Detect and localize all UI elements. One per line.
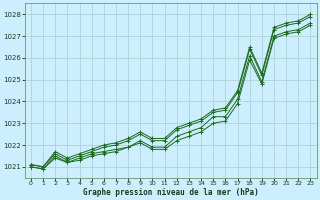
X-axis label: Graphe pression niveau de la mer (hPa): Graphe pression niveau de la mer (hPa) — [83, 188, 259, 197]
